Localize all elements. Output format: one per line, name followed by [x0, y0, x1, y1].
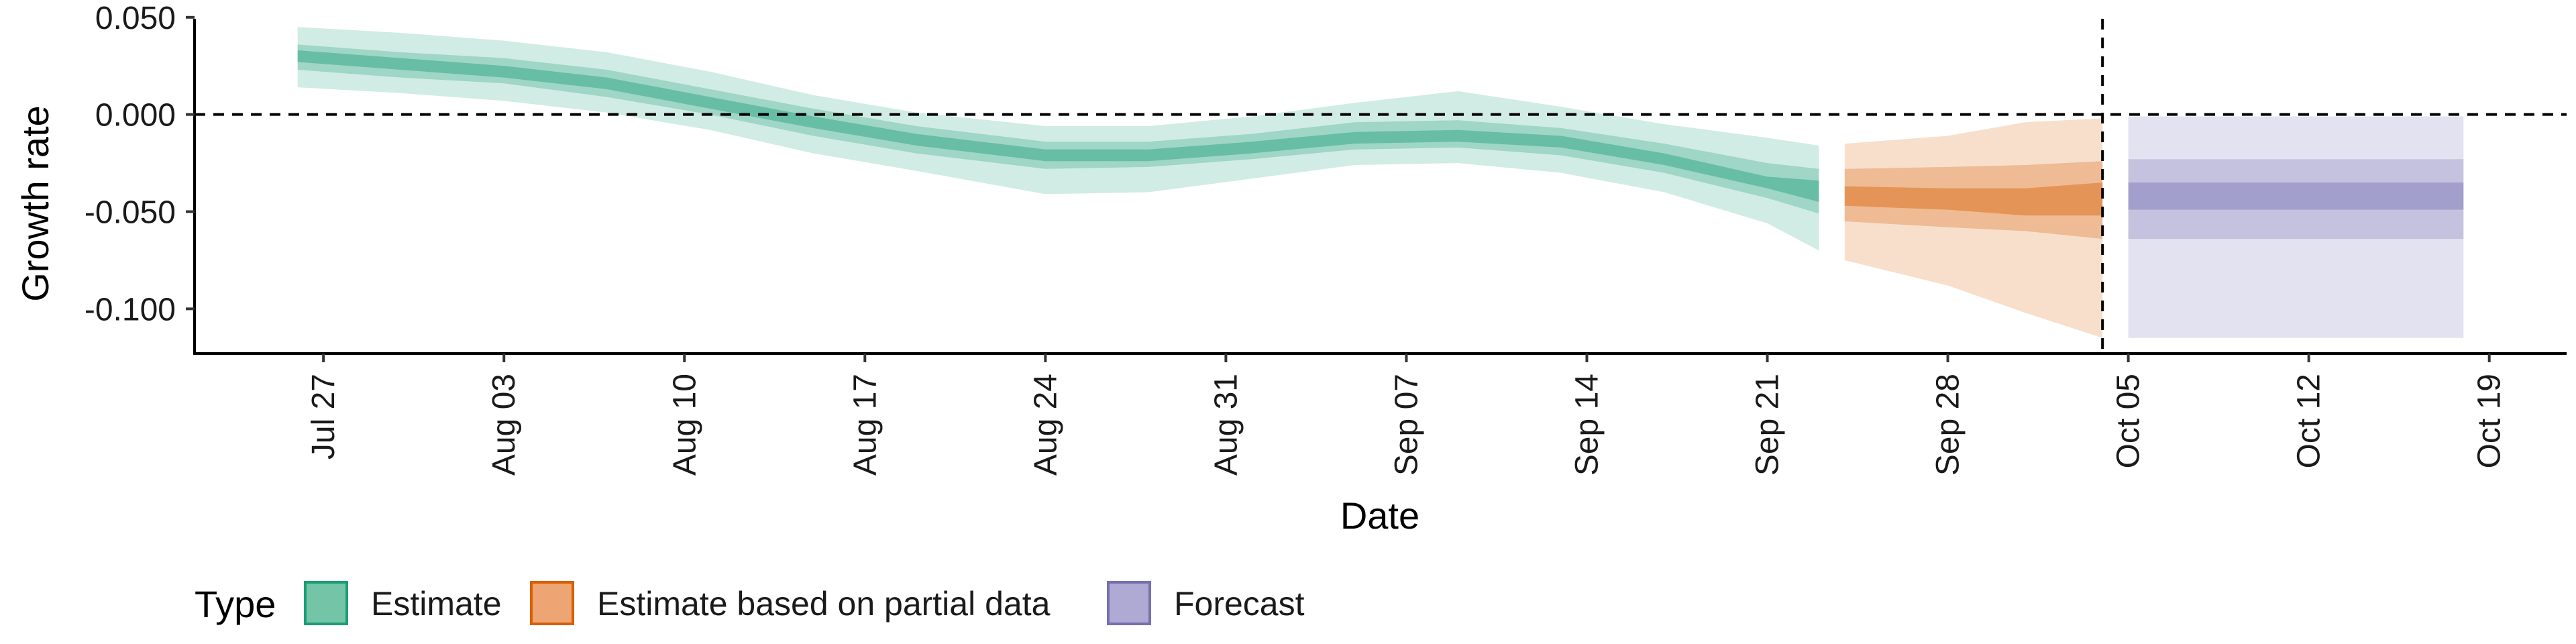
- legend-title: Type: [195, 583, 276, 625]
- y-tick-label: 0.000: [95, 98, 176, 133]
- legend-key: [1107, 581, 1151, 625]
- y-tick-label: -0.100: [85, 292, 176, 327]
- y-tick-label: -0.050: [85, 195, 176, 231]
- legend-key: [304, 581, 348, 625]
- series-forecast: [2128, 116, 2464, 338]
- x-tick-label: Aug 10: [667, 374, 702, 476]
- band-20-0: [297, 50, 1819, 202]
- legend-label: Forecast: [1174, 585, 1305, 623]
- legend-items: Estimate Estimate based on partial data Fo…: [304, 581, 1305, 625]
- x-tick-label: Aug 03: [486, 374, 522, 476]
- legend-item: Estimate based on partial data: [530, 581, 1051, 625]
- band-90-2: [2128, 116, 2464, 338]
- x-tick-label: Oct 19: [2472, 374, 2508, 468]
- legend-item: Estimate: [304, 581, 502, 625]
- series-estimate-based-on-partial-data: [1844, 118, 2103, 338]
- band-50-0: [297, 44, 1819, 214]
- band-20-2: [2128, 182, 2464, 210]
- legend-label: Estimate based on partial data: [597, 585, 1051, 623]
- x-tick-label: Sep 07: [1389, 374, 1424, 476]
- legend-key: [530, 581, 574, 625]
- x-tick-label: Aug 17: [847, 374, 883, 476]
- legend: Type Estimate Estimate based on partial d…: [195, 581, 1305, 625]
- uncertainty-bands: [297, 27, 2464, 338]
- reference-lines: [195, 19, 2567, 354]
- legend-label: Estimate: [371, 585, 502, 623]
- axes: 0.050 0.000 -0.050 -0.100 Jul 27 Aug 03 Aug 1…: [85, 1, 2567, 476]
- x-tick-label: Aug 24: [1028, 374, 1063, 476]
- x-tick-label: Aug 31: [1208, 374, 1244, 476]
- y-tick-label: 0.050: [95, 1, 176, 36]
- legend-item: Forecast: [1107, 581, 1305, 625]
- x-tick-label: Jul 27: [306, 374, 341, 460]
- band-50-2: [2128, 159, 2464, 239]
- y-axis-title: Growth rate: [14, 105, 56, 302]
- x-axis-title: Date: [1340, 494, 1419, 537]
- x-tick-label: Sep 28: [1931, 374, 1966, 476]
- band-20-1: [1844, 182, 2103, 216]
- series-estimate: [297, 27, 1819, 251]
- y-ticks: 0.050 0.000 -0.050 -0.100: [85, 1, 195, 327]
- x-ticks: Jul 27 Aug 03 Aug 10 Aug 17 Aug 24 Aug 31 Sep …: [306, 354, 2508, 476]
- x-tick-label: Oct 05: [2111, 374, 2147, 468]
- band-90-0: [297, 27, 1819, 251]
- x-tick-label: Sep 14: [1569, 374, 1605, 476]
- band-50-1: [1844, 161, 2103, 239]
- band-90-1: [1844, 118, 2103, 338]
- x-tick-label: Sep 21: [1750, 374, 1786, 476]
- x-tick-label: Oct 12: [2292, 374, 2327, 468]
